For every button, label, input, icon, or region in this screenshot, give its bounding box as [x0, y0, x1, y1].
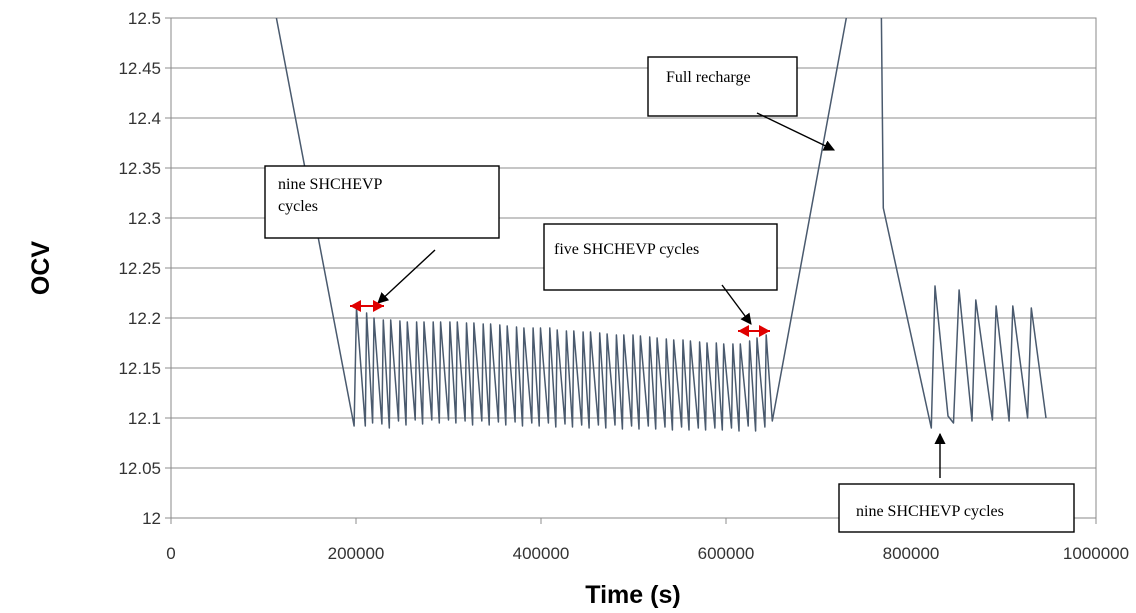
y-tick-label: 12.15 — [118, 359, 161, 378]
y-tick-label: 12.05 — [118, 459, 161, 478]
range-arrow-left-head — [350, 300, 361, 312]
annotation-full-recharge: Full recharge — [647, 56, 836, 151]
y-tick-label: 12.3 — [128, 209, 161, 228]
annotation-text: five SHCHEVP cycles — [554, 241, 699, 258]
annotation-box — [543, 223, 778, 291]
x-tick-label: 1000000 — [1063, 544, 1129, 563]
annotation-text: nine SHCHEVP cycles — [856, 503, 1004, 520]
annotation-box — [647, 56, 798, 117]
annotation-arrow — [377, 249, 436, 304]
annotation-text-line-1: nine SHCHEVP — [278, 176, 383, 193]
annotation-five-cycles: five SHCHEVP cycles — [543, 223, 778, 337]
series-line-1 — [275, 18, 848, 432]
y-tick-label: 12.25 — [118, 259, 161, 278]
annotation-nine-cycles-left: nine SHCHEVP cycles — [264, 165, 500, 312]
y-tick-label: 12.1 — [128, 409, 161, 428]
y-tick-label: 12.5 — [128, 9, 161, 28]
y-tick-label: 12 — [142, 509, 161, 528]
annotation-box — [838, 483, 1075, 533]
y-tick-label: 12.4 — [128, 109, 161, 128]
range-arrow-left-head — [738, 325, 749, 337]
y-axis-ticks: 12 12.05 12.1 12.15 12.2 12.25 12.3 12.35 12.4 12… — [118, 9, 171, 528]
range-arrow-right-head — [373, 300, 384, 312]
x-tick-label: 0 — [166, 544, 175, 563]
annotation-arrow — [756, 112, 836, 151]
y-tick-label: 12.35 — [118, 159, 161, 178]
annotation-text-line-2: cycles — [278, 198, 318, 215]
series-lines — [275, 18, 1047, 432]
series-line-2 — [880, 18, 1047, 429]
y-tick-label: 12.45 — [118, 59, 161, 78]
annotation-text: Full recharge — [666, 69, 751, 86]
x-tick-label: 200000 — [328, 544, 385, 563]
x-tick-label: 600000 — [698, 544, 755, 563]
annotation-arrow — [721, 284, 752, 325]
range-arrow-right-head — [759, 325, 770, 337]
x-axis-ticks: 0 200000 400000 600000 800000 1000000 — [166, 518, 1129, 563]
annotation-box — [264, 165, 500, 239]
x-axis-title: Time (s) — [585, 581, 680, 609]
x-tick-label: 800000 — [883, 544, 940, 563]
annotation-nine-cycles-right: nine SHCHEVP cycles — [838, 432, 1075, 533]
x-tick-label: 400000 — [513, 544, 570, 563]
y-axis-title: OCV — [27, 241, 55, 296]
y-tick-label: 12.2 — [128, 309, 161, 328]
